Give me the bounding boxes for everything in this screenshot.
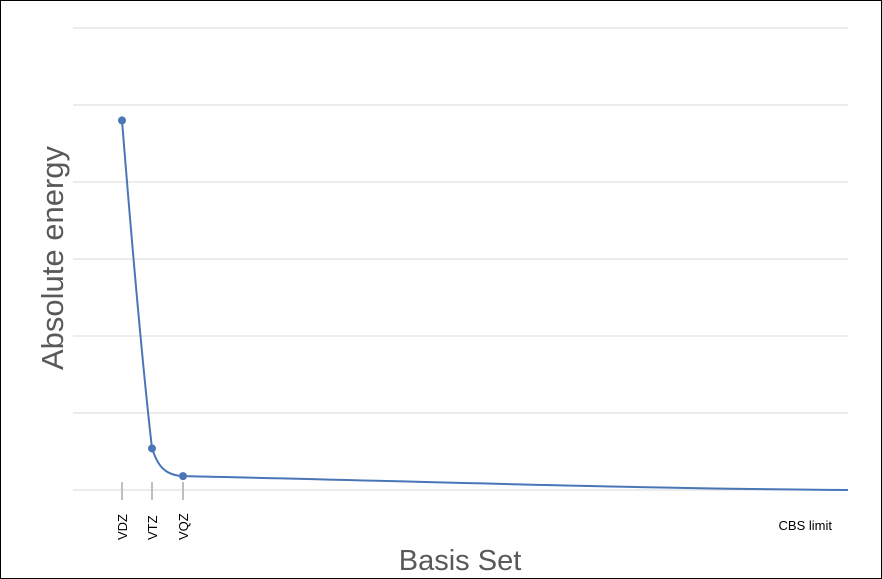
data-point-vqz (179, 472, 187, 481)
data-points (118, 116, 187, 481)
x-axis-title: Basis Set (399, 545, 522, 577)
x-tick-label-vqz: VQZ (176, 513, 191, 540)
x-tick-label-cbs-limit: CBS limit (779, 518, 833, 533)
y-axis-title: Absolute energy (35, 145, 70, 370)
x-tick-label-vdz: VDZ (115, 514, 130, 540)
energy-series-line (121, 120, 849, 491)
x-tick-marks (121, 482, 184, 500)
gridlines (73, 27, 848, 491)
x-tick-label-vtz: VTZ (145, 515, 160, 540)
data-point-vtz (148, 444, 156, 453)
x-tick-labels: VDZ VTZ VQZ CBS limit (115, 513, 832, 540)
data-point-vdz (118, 116, 126, 125)
